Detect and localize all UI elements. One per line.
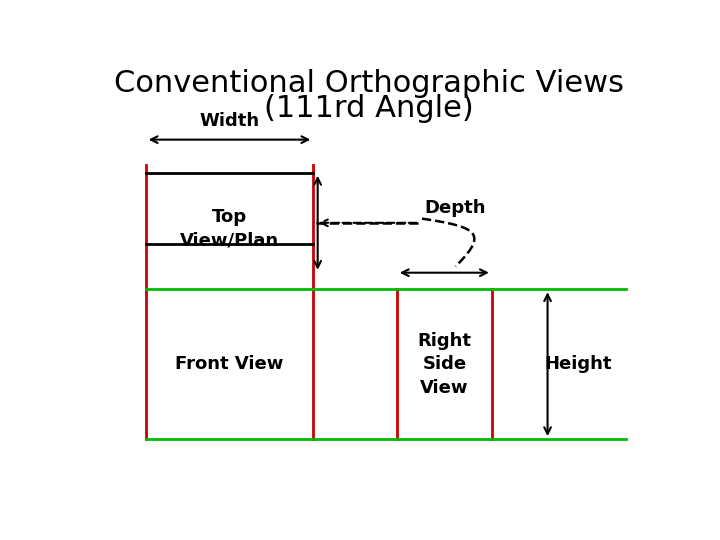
Text: Top
View/Plan: Top View/Plan <box>180 208 279 250</box>
Text: Depth: Depth <box>425 199 486 217</box>
Text: Right
Side
View: Right Side View <box>418 332 472 397</box>
Text: Front View: Front View <box>175 355 284 373</box>
Text: Height: Height <box>544 355 612 373</box>
Text: Width: Width <box>199 112 260 131</box>
Text: Conventional Orthographic Views: Conventional Orthographic Views <box>114 69 624 98</box>
Text: (111rd Angle): (111rd Angle) <box>264 94 474 123</box>
